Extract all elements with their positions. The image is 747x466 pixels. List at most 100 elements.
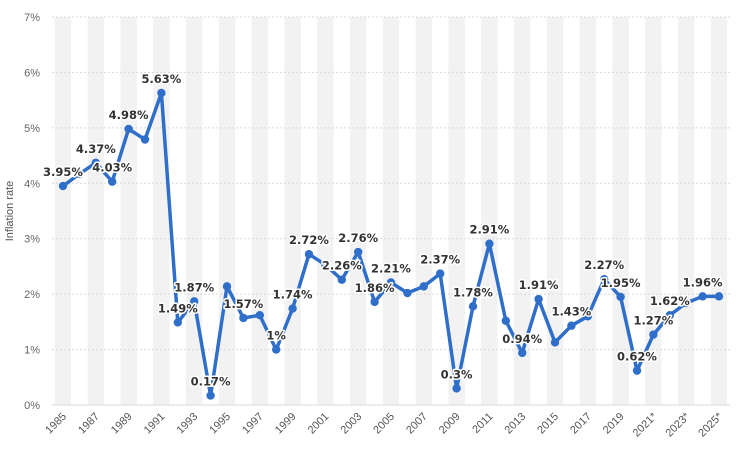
y-tick-label: 7%: [24, 12, 40, 24]
x-tick-label: 2021*: [631, 410, 660, 439]
data-point-2014[interactable]: [534, 294, 543, 304]
data-label-2003: 2.76%: [338, 231, 378, 245]
band-1985: [54, 17, 72, 405]
x-tick-label: 2013: [503, 411, 529, 437]
data-label-2019: 1.95%: [601, 276, 641, 290]
x-tick-label: 1985: [43, 411, 69, 437]
data-label-1989: 4.98%: [109, 108, 149, 122]
data-point-1993[interactable]: [190, 297, 199, 306]
x-tick-label: 2011: [470, 411, 495, 436]
data-point-1988[interactable]: [108, 177, 117, 186]
data-point-1998[interactable]: [272, 345, 281, 354]
data-label-1985: 3.95%: [43, 165, 83, 179]
data-label-1988: 4.03%: [92, 161, 132, 175]
data-label-1991: 5.63%: [141, 72, 181, 86]
data-label-2024: 1.96%: [683, 275, 723, 289]
data-label-2005: 2.21%: [371, 262, 411, 276]
data-point-2012[interactable]: [501, 316, 510, 325]
y-tick-label: 2%: [24, 289, 40, 301]
band-1987: [87, 17, 104, 405]
data-point-2002[interactable]: [337, 275, 346, 284]
data-point-2016[interactable]: [567, 321, 576, 330]
data-point-2005[interactable]: [386, 278, 396, 287]
y-tick-label: 6%: [24, 67, 40, 79]
data-label-1994: 0.17%: [191, 375, 231, 389]
y-tick-label: 4%: [24, 178, 40, 190]
x-tick-label: 2007: [404, 411, 430, 437]
data-point-2006[interactable]: [403, 288, 412, 298]
data-point-2003[interactable]: [354, 247, 363, 257]
data-label-1996: 1.57%: [223, 297, 263, 311]
data-point-2000[interactable]: [304, 250, 314, 259]
data-label-2010: 1.78%: [453, 285, 493, 299]
data-point-1989[interactable]: [124, 124, 133, 134]
data-point-1997[interactable]: [255, 311, 264, 320]
data-points: [58, 88, 724, 400]
x-tick-label: 1987: [76, 411, 102, 437]
data-point-1999[interactable]: [288, 304, 297, 313]
band-1991: [153, 17, 170, 405]
data-label-2021: 1.27%: [633, 314, 673, 328]
data-point-2010[interactable]: [468, 302, 478, 311]
data-point-1986[interactable]: [75, 169, 84, 179]
band-2003: [350, 17, 367, 405]
x-tick-label: 2019: [601, 411, 627, 437]
data-label-2002: 2.26%: [322, 259, 362, 273]
data-point-2025[interactable]: [714, 292, 724, 301]
data-label-2022: 1.62%: [650, 294, 690, 308]
band-1989: [120, 17, 137, 405]
data-label-2008: 2.37%: [420, 253, 460, 267]
x-tick-label: 2003: [339, 411, 365, 437]
data-point-2018[interactable]: [600, 274, 609, 284]
data-point-2007[interactable]: [419, 282, 428, 291]
data-point-1990[interactable]: [140, 135, 150, 144]
x-tick-label: 1995: [207, 411, 233, 437]
data-point-2013[interactable]: [518, 348, 527, 358]
data-point-2009[interactable]: [452, 384, 461, 393]
band-2015: [546, 17, 564, 405]
data-point-2023[interactable]: [682, 298, 691, 308]
data-label-2020: 0.62%: [617, 350, 657, 364]
x-tick-label: 2005: [371, 411, 397, 437]
band-2011: [481, 17, 498, 405]
x-tick-label: 1993: [175, 411, 201, 437]
background-bands: [54, 17, 728, 405]
y-tick-label: 1%: [24, 345, 40, 357]
y-axis-label: Inflation rate: [4, 181, 16, 242]
y-axis-ticks: 0% 1% 2% 3% 4% 5% 6% 7%: [24, 12, 40, 412]
data-point-2021[interactable]: [649, 330, 658, 339]
data-labels: 3.95% 4.37% 4.03% 4.98% 5.63% 1.49% 1.87% 0.17%…: [42, 70, 725, 390]
data-point-1994[interactable]: [206, 391, 215, 400]
band-2025: [710, 17, 728, 405]
data-label-2004: 1.86%: [355, 281, 395, 295]
data-point-1987[interactable]: [91, 158, 101, 167]
data-point-2020[interactable]: [632, 366, 642, 375]
data-point-2019[interactable]: [616, 292, 625, 302]
band-1995: [218, 17, 236, 405]
data-label-2009: 0.3%: [441, 367, 473, 381]
band-2005: [382, 17, 400, 405]
data-point-2008[interactable]: [436, 269, 445, 278]
data-point-2001[interactable]: [321, 260, 330, 269]
band-1999: [284, 17, 301, 405]
data-point-2022[interactable]: [665, 311, 674, 320]
data-point-2024[interactable]: [698, 292, 707, 301]
data-point-1996[interactable]: [239, 313, 248, 323]
band-2001: [317, 17, 334, 405]
data-label-1987: 4.37%: [76, 142, 116, 156]
data-point-2015[interactable]: [550, 338, 560, 347]
data-point-1991[interactable]: [157, 88, 166, 98]
data-point-2017[interactable]: [583, 312, 592, 321]
band-2023: [678, 17, 695, 405]
data-point-1995[interactable]: [222, 282, 232, 291]
x-tick-label: 2025*: [696, 410, 725, 439]
data-label-2011: 2.91%: [469, 223, 509, 237]
data-point-1985[interactable]: [58, 181, 68, 191]
x-tick-label: 1991: [142, 411, 168, 437]
data-label-2016: 1.43%: [551, 305, 591, 319]
data-point-1992[interactable]: [173, 318, 182, 327]
data-point-2004[interactable]: [370, 297, 379, 307]
y-tick-label: 0%: [24, 400, 40, 412]
data-point-2011[interactable]: [485, 239, 494, 248]
